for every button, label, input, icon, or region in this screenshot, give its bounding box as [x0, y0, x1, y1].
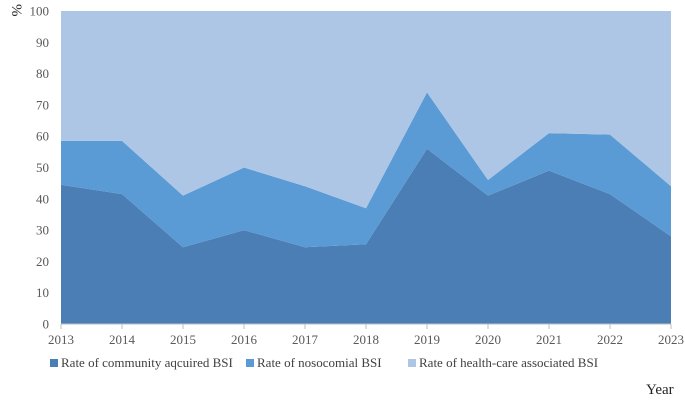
- y-tick-labels: 0 10 20 30 40 50 60 70 80 90 100: [30, 4, 50, 332]
- area-series-1: [61, 148, 671, 324]
- legend-label-2: Rate of nosocomial BSI: [257, 355, 382, 370]
- y-tick-label: 70: [36, 97, 49, 112]
- y-axis-label: %: [8, 4, 24, 17]
- y-tick-label: 60: [36, 129, 49, 144]
- x-tick-label: 2015: [170, 332, 196, 347]
- x-tick-label: 2013: [48, 332, 74, 347]
- y-tick-label: 0: [43, 317, 50, 332]
- x-tick-label: 2022: [597, 332, 623, 347]
- legend-label-3: Rate of health-care associated BSI: [419, 355, 598, 370]
- area-series-3: [61, 11, 671, 209]
- y-tick-label: 80: [36, 66, 49, 81]
- x-tick-label: 2023: [658, 332, 684, 347]
- y-tick-label: 30: [36, 223, 49, 238]
- y-tick-label: 40: [36, 191, 49, 206]
- x-tick-label: 2019: [414, 332, 440, 347]
- x-tick-label: 2021: [536, 332, 562, 347]
- x-tick-label: 2016: [231, 332, 258, 347]
- area-series-group: [61, 11, 671, 324]
- legend: Rate of community aqcuired BSI Rate of no…: [50, 355, 598, 370]
- x-tick-labels: 2013 2014 2015 2016 2017 2018 2019 2020 2021 2022…: [48, 324, 684, 347]
- x-tick-label: 2017: [292, 332, 319, 347]
- y-tick-label: 20: [36, 254, 49, 269]
- y-tick-label: 10: [36, 285, 49, 300]
- x-tick-label: 2014: [109, 332, 136, 347]
- area-series-2: [61, 92, 671, 248]
- x-tick-label: 2018: [353, 332, 379, 347]
- legend-swatch-3: [408, 359, 416, 367]
- x-axis-label: Year: [646, 382, 674, 398]
- y-tick-label: 90: [36, 35, 49, 50]
- y-tick-label: 50: [36, 160, 49, 175]
- y-tick-label: 100: [30, 4, 50, 19]
- legend-swatch-2: [246, 359, 254, 367]
- legend-swatch-1: [50, 359, 58, 367]
- legend-label-1: Rate of community aqcuired BSI: [61, 355, 233, 370]
- x-tick-label: 2020: [475, 332, 501, 347]
